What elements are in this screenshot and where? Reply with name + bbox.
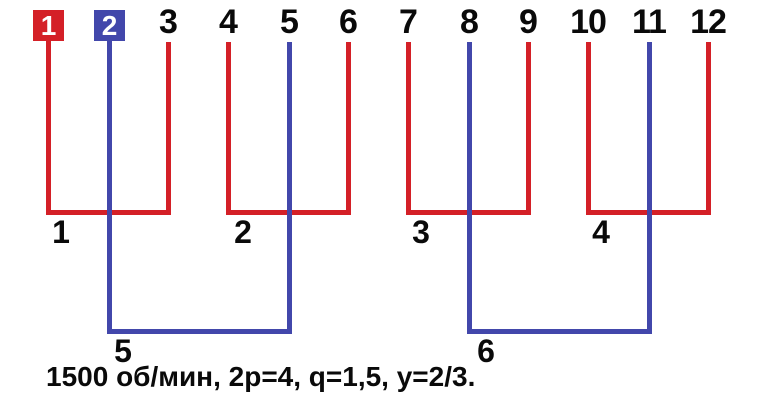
- terminal-label-1: 1: [40, 10, 57, 41]
- terminal-label-2: 2: [101, 10, 118, 41]
- lead-line-9: [526, 42, 531, 215]
- terminal-label-10: 10: [570, 3, 607, 41]
- caption: 1500 об/мин, 2p=4, q=1,5, y=2/3.: [46, 361, 476, 392]
- terminal-label-6: 6: [339, 3, 358, 41]
- coil-group-label-1: 1: [52, 214, 70, 250]
- terminal-label-8: 8: [460, 3, 479, 41]
- lead-line-2: [107, 41, 112, 334]
- terminal-box-2: 2: [94, 10, 125, 41]
- phase-group-label-6: 6: [477, 333, 495, 369]
- coil-group-label-4: 4: [592, 214, 610, 250]
- terminal-label-7: 7: [399, 3, 418, 41]
- lead-line-5: [287, 42, 292, 334]
- lead-line-12: [706, 42, 711, 215]
- lead-line-3: [166, 42, 171, 215]
- lead-line-4: [226, 42, 231, 215]
- terminal-label-5: 5: [280, 3, 299, 41]
- terminal-box-1: 1: [33, 10, 64, 41]
- lead-line-7: [406, 42, 411, 215]
- terminal-label-3: 3: [159, 3, 178, 41]
- terminal-label-12: 12: [690, 3, 727, 41]
- lead-line-8: [467, 42, 472, 334]
- lead-line-1: [46, 41, 51, 215]
- lead-line-10: [586, 42, 591, 215]
- phase-connector-5: [107, 329, 292, 334]
- coil-group-label-3: 3: [412, 214, 430, 250]
- terminal-label-4: 4: [219, 3, 238, 41]
- lead-line-6: [346, 42, 351, 215]
- terminal-label-9: 9: [519, 3, 538, 41]
- lead-line-11: [647, 42, 652, 334]
- phase-connector-6: [467, 329, 652, 334]
- phase-group-label-5: 5: [114, 333, 132, 369]
- terminal-label-11: 11: [632, 3, 667, 41]
- coil-group-label-2: 2: [234, 214, 252, 250]
